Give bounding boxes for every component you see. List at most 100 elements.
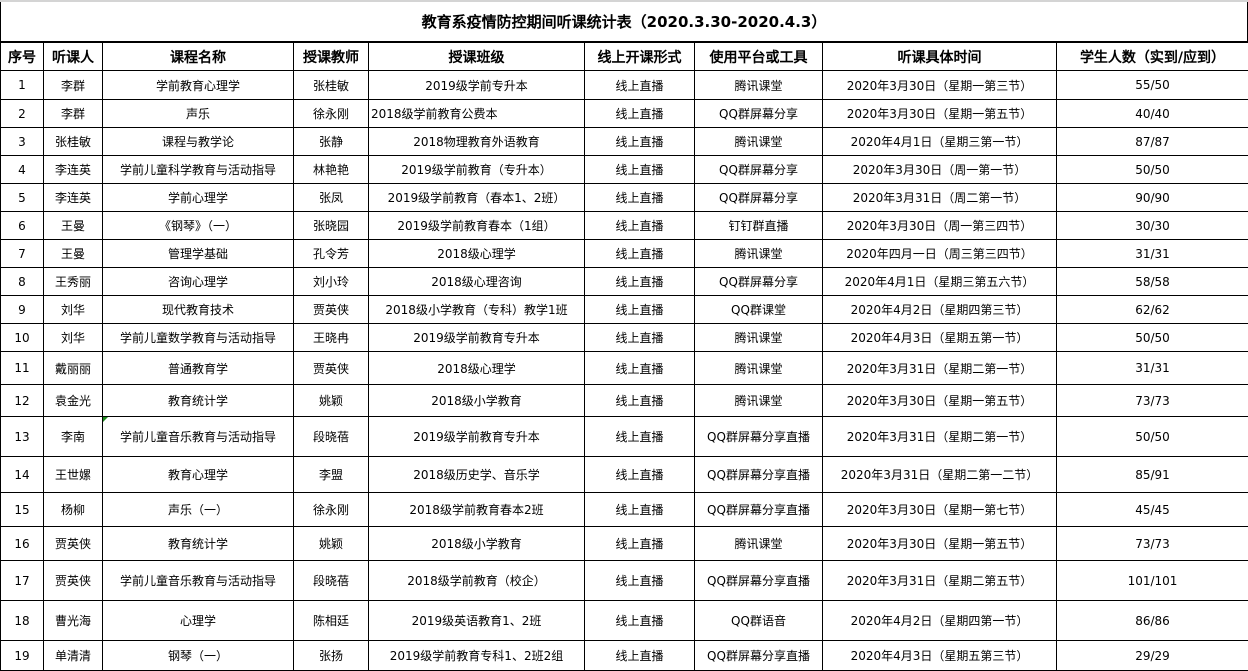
cell-teacher[interactable]: 孔令芳 — [294, 240, 369, 268]
cell-students[interactable]: 30/30 — [1057, 212, 1248, 240]
cell-course[interactable]: 学前儿童数学教育与活动指导 — [103, 324, 294, 352]
cell-course[interactable]: 心理学 — [103, 601, 294, 641]
cell-format[interactable]: 线上直播 — [585, 128, 695, 156]
cell-class[interactable]: 2019级学前教育（专升本） — [369, 156, 585, 184]
cell-platform[interactable]: QQ群语音 — [695, 601, 823, 641]
cell-observer[interactable]: 王曼 — [44, 212, 103, 240]
cell-format[interactable]: 线上直播 — [585, 156, 695, 184]
cell-course[interactable]: 声乐 — [103, 100, 294, 128]
cell-format[interactable]: 线上直播 — [585, 71, 695, 100]
cell-observer[interactable]: 李连英 — [44, 184, 103, 212]
cell-teacher[interactable]: 张凤 — [294, 184, 369, 212]
cell-class[interactable]: 2019级学前教育春本（1组） — [369, 212, 585, 240]
cell-course[interactable]: 声乐（一） — [103, 493, 294, 527]
header-students[interactable]: 学生人数（实到/应到） — [1057, 43, 1248, 71]
cell-platform[interactable]: QQ群屏幕分享 — [695, 100, 823, 128]
cell-class[interactable]: 2018级学前教育公费本 — [369, 100, 585, 128]
cell-students[interactable]: 86/86 — [1057, 601, 1248, 641]
cell-time[interactable]: 2020年3月31日（星期二第五节） — [823, 561, 1057, 601]
cell-class[interactable]: 2018级心理咨询 — [369, 268, 585, 296]
cell-format[interactable]: 线上直播 — [585, 212, 695, 240]
cell-format[interactable]: 线上直播 — [585, 417, 695, 457]
header-course[interactable]: 课程名称 — [103, 43, 294, 71]
cell-teacher[interactable]: 贾英侠 — [294, 352, 369, 385]
cell-format[interactable]: 线上直播 — [585, 641, 695, 671]
cell-students[interactable]: 50/50 — [1057, 417, 1248, 457]
cell-class[interactable]: 2018级心理学 — [369, 352, 585, 385]
cell-course[interactable]: 管理学基础 — [103, 240, 294, 268]
cell-format[interactable]: 线上直播 — [585, 385, 695, 417]
cell-time[interactable]: 2020年3月30日（星期一第三节） — [823, 71, 1057, 100]
cell-index[interactable]: 8 — [1, 268, 44, 296]
cell-time[interactable]: 2020年3月30日（星期一第五节） — [823, 385, 1057, 417]
cell-course[interactable]: 钢琴（一） — [103, 641, 294, 671]
cell-time[interactable]: 2020年3月30日（周一第三四节） — [823, 212, 1057, 240]
cell-index[interactable]: 5 — [1, 184, 44, 212]
cell-index[interactable]: 10 — [1, 324, 44, 352]
cell-format[interactable]: 线上直播 — [585, 184, 695, 212]
cell-index[interactable]: 3 — [1, 128, 44, 156]
cell-course[interactable]: 课程与教学论 — [103, 128, 294, 156]
cell-students[interactable]: 31/31 — [1057, 352, 1248, 385]
cell-index[interactable]: 2 — [1, 100, 44, 128]
header-teacher[interactable]: 授课教师 — [294, 43, 369, 71]
cell-students[interactable]: 85/91 — [1057, 457, 1248, 493]
cell-students[interactable]: 101/101 — [1057, 561, 1248, 601]
cell-teacher[interactable]: 徐永刚 — [294, 493, 369, 527]
cell-teacher[interactable]: 张晓园 — [294, 212, 369, 240]
cell-class[interactable]: 2018物理教育外语教育 — [369, 128, 585, 156]
cell-index[interactable]: 14 — [1, 457, 44, 493]
cell-index[interactable]: 12 — [1, 385, 44, 417]
cell-class[interactable]: 2018级小学教育 — [369, 527, 585, 561]
cell-course[interactable]: 普通教育学 — [103, 352, 294, 385]
cell-students[interactable]: 58/58 — [1057, 268, 1248, 296]
cell-platform[interactable]: QQ群屏幕分享 — [695, 268, 823, 296]
cell-teacher[interactable]: 姚颖 — [294, 385, 369, 417]
cell-platform[interactable]: 钉钉群直播 — [695, 212, 823, 240]
cell-index[interactable]: 13 — [1, 417, 44, 457]
cell-observer[interactable]: 李群 — [44, 100, 103, 128]
cell-index[interactable]: 7 — [1, 240, 44, 268]
cell-platform[interactable]: QQ群屏幕分享直播 — [695, 417, 823, 457]
cell-class[interactable]: 2018级学前教育春本2班 — [369, 493, 585, 527]
cell-platform[interactable]: 腾讯课堂 — [695, 385, 823, 417]
cell-time[interactable]: 2020年3月30日（星期一第五节） — [823, 527, 1057, 561]
cell-time[interactable]: 2020年四月一日（周三第三四节） — [823, 240, 1057, 268]
cell-time[interactable]: 2020年4月3日（星期五第三节） — [823, 641, 1057, 671]
cell-index[interactable]: 19 — [1, 641, 44, 671]
cell-observer[interactable]: 戴丽丽 — [44, 352, 103, 385]
cell-format[interactable]: 线上直播 — [585, 601, 695, 641]
cell-platform[interactable]: 腾讯课堂 — [695, 128, 823, 156]
cell-time[interactable]: 2020年4月2日（星期四第三节） — [823, 296, 1057, 324]
cell-course[interactable]: 学前儿童音乐教育与活动指导 — [103, 561, 294, 601]
cell-index[interactable]: 17 — [1, 561, 44, 601]
cell-class[interactable]: 2019级学前教育专升本 — [369, 417, 585, 457]
cell-observer[interactable]: 曹光海 — [44, 601, 103, 641]
cell-platform[interactable]: QQ群课堂 — [695, 296, 823, 324]
cell-course[interactable]: 教育心理学 — [103, 457, 294, 493]
cell-students[interactable]: 50/50 — [1057, 156, 1248, 184]
cell-observer[interactable]: 王曼 — [44, 240, 103, 268]
cell-class[interactable]: 2019级学前教育专科1、2班2组 — [369, 641, 585, 671]
header-format[interactable]: 线上开课形式 — [585, 43, 695, 71]
cell-course[interactable]: 学前心理学 — [103, 184, 294, 212]
cell-teacher[interactable]: 张扬 — [294, 641, 369, 671]
cell-format[interactable]: 线上直播 — [585, 457, 695, 493]
cell-time[interactable]: 2020年3月30日（星期一第七节） — [823, 493, 1057, 527]
cell-time[interactable]: 2020年4月3日（星期五第一节） — [823, 324, 1057, 352]
cell-students[interactable]: 40/40 — [1057, 100, 1248, 128]
cell-teacher[interactable]: 王晓冉 — [294, 324, 369, 352]
cell-students[interactable]: 62/62 — [1057, 296, 1248, 324]
cell-index[interactable]: 11 — [1, 352, 44, 385]
cell-course[interactable]: 教育统计学 — [103, 385, 294, 417]
cell-time[interactable]: 2020年3月31日（星期二第一二节） — [823, 457, 1057, 493]
cell-teacher[interactable]: 林艳艳 — [294, 156, 369, 184]
cell-teacher[interactable]: 张桂敏 — [294, 71, 369, 100]
cell-teacher[interactable]: 段晓蓓 — [294, 561, 369, 601]
cell-students[interactable]: 31/31 — [1057, 240, 1248, 268]
cell-format[interactable]: 线上直播 — [585, 493, 695, 527]
cell-class[interactable]: 2018级小学教育 — [369, 385, 585, 417]
cell-observer[interactable]: 袁金光 — [44, 385, 103, 417]
cell-students[interactable]: 45/45 — [1057, 493, 1248, 527]
cell-observer[interactable]: 刘华 — [44, 296, 103, 324]
